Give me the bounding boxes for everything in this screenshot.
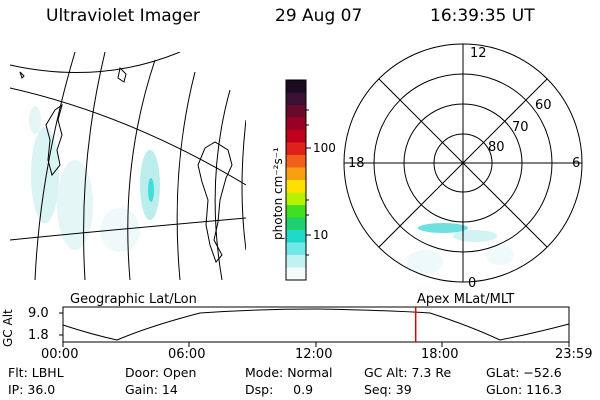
geographic-label: Geographic Lat/Lon (70, 292, 197, 307)
colorbar (285, 79, 311, 281)
colorbar-stripe (286, 105, 306, 118)
mlat-label-60: 60 (535, 98, 552, 113)
colorbar-stripe (286, 180, 306, 193)
time-tick-0000: 00:00 (41, 347, 79, 362)
header-date: 29 Aug 07 (275, 6, 363, 26)
altitude-curve (62, 308, 570, 341)
altitude-plot (59, 306, 570, 347)
info-gc-alt: GC Alt: 7.3 Re (364, 365, 452, 380)
lat-lon-grid (10, 52, 246, 280)
mlt-label-18: 18 (348, 156, 365, 171)
coastline (19, 66, 233, 263)
colorbar-stripe (286, 205, 306, 218)
info-glat: GLat: −52.6 (486, 365, 562, 380)
mlt-label-6: 6 (572, 156, 581, 171)
colorbar-stripe (286, 155, 306, 168)
mlt-label-0: 0 (468, 276, 477, 291)
colorbar-stripe (286, 267, 306, 281)
colorbar-stripe (286, 242, 306, 256)
header-time: 16:39:35 UT (430, 6, 535, 26)
time-tick-1200: 12:00 (295, 347, 333, 362)
apex-label: Apex MLat/MLT (417, 292, 515, 307)
time-tick-2359: 23:59 (555, 347, 593, 362)
aurora-emission-geo (29, 106, 160, 252)
info-dsp: Dsp: 0.9 (245, 382, 314, 397)
info-mode: Mode: Normal (245, 365, 333, 380)
colorbar-stripe (286, 142, 306, 156)
colorbar-stripe (286, 130, 306, 143)
colorbar-label-100: 100 (313, 141, 336, 155)
colorbar-stripe (286, 230, 306, 243)
mlat-label-70: 70 (512, 120, 529, 135)
time-tick-0600: 06:00 (168, 347, 206, 362)
geographic-map-panel (10, 52, 246, 280)
info-door: Door: Open (125, 365, 197, 380)
info-seq: Seq: 39 (364, 382, 412, 397)
info-flt: Flt: LBHL (8, 365, 64, 380)
info-gain: Gain: 14 (125, 382, 178, 397)
colorbar-unit-label: photon cm⁻²s⁻¹ (271, 147, 285, 240)
aurora-emission-polar (407, 223, 514, 274)
colorbar-stripe (286, 80, 306, 93)
page-title: Ultraviolet Imager (46, 6, 200, 26)
colorbar-stripe (286, 255, 306, 268)
altitude-axis-title: GC Alt (1, 309, 15, 347)
mlt-label-12: 12 (470, 46, 487, 61)
time-tick-1800: 18:00 (421, 347, 459, 362)
colorbar-stripe (286, 167, 306, 181)
colorbar-stripe (286, 117, 306, 131)
polar-plot (343, 43, 583, 283)
altitude-tick-high: 9.0 (28, 306, 49, 321)
info-ip: IP: 36.0 (8, 382, 56, 397)
colorbar-stripe (286, 217, 306, 231)
altitude-tick-low: 1.8 (28, 328, 49, 343)
mlat-label-80: 80 (488, 140, 505, 155)
colorbar-stripe (286, 92, 306, 106)
info-glon: GLon: 116.3 (486, 382, 562, 397)
colorbar-stripe (286, 192, 306, 206)
colorbar-label-10: 10 (313, 228, 329, 242)
